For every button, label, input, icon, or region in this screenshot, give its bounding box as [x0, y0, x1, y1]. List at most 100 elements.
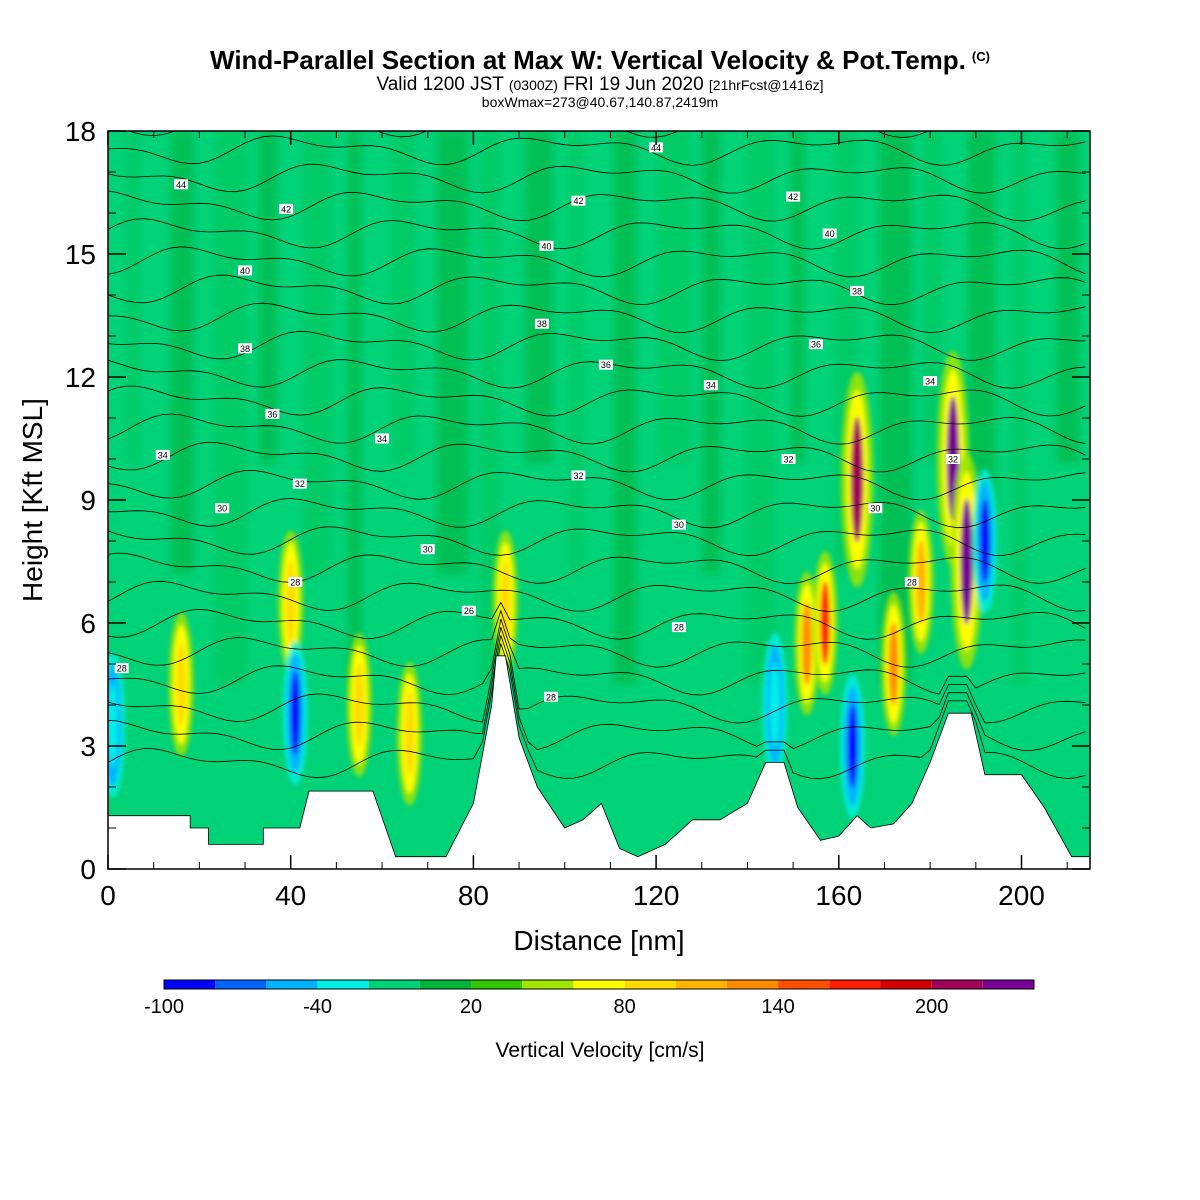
- theta-contour-line: [108, 246, 1086, 278]
- contour-label: 36: [265, 408, 280, 419]
- contour-label-text: 38: [240, 344, 250, 354]
- colorbar-swatch: [726, 980, 779, 989]
- contour-label-text: 44: [651, 143, 661, 153]
- velocity-streak: [879, 131, 912, 685]
- theta-contour-line: [108, 526, 1086, 557]
- x-tick-label: 40: [275, 880, 306, 911]
- contour-label: 34: [375, 433, 390, 444]
- contour-label-text: 40: [541, 241, 551, 251]
- contour-label-text: 38: [537, 319, 547, 329]
- velocity-streak: [657, 131, 690, 464]
- contour-label-box: [155, 449, 170, 460]
- velocity-streak: [1012, 131, 1027, 685]
- contour-label-box: [945, 454, 960, 464]
- contour-label-box: [850, 285, 865, 296]
- contour-label-text: 38: [852, 286, 862, 296]
- contour-label: 40: [822, 228, 837, 239]
- chart-title: Wind-Parallel Section at Max W: Vertical…: [210, 45, 990, 75]
- theta-contour-line: [108, 601, 1086, 640]
- velocity-core: [847, 704, 858, 788]
- y-tick-label: 0: [80, 854, 96, 885]
- contour-label-box: [539, 240, 554, 251]
- velocity-texture: [126, 131, 1080, 685]
- theta-contour-line: [108, 626, 1086, 724]
- contour-label-box: [279, 203, 294, 214]
- velocity-streak: [480, 131, 499, 685]
- contour-label-box: [215, 503, 230, 514]
- contour-label-text: 42: [281, 204, 291, 214]
- velocity-streak: [347, 131, 362, 685]
- contour-label: 34: [155, 449, 170, 460]
- contour-label-text: 30: [674, 520, 684, 530]
- theta-contour-line: [108, 580, 1086, 612]
- chart-subtitle: Valid 1200 JST (0300Z) FRI 19 Jun 2020 […: [376, 74, 824, 95]
- contour-label: 32: [292, 478, 307, 489]
- velocity-streak: [259, 131, 278, 464]
- colorbar-swatch: [880, 980, 932, 989]
- contour-label-box: [114, 663, 129, 674]
- contour-label-text: 36: [811, 340, 821, 350]
- colorbar-title: Vertical Velocity [cm/s]: [496, 1039, 705, 1062]
- contour-label-text: 44: [176, 180, 186, 190]
- theta-contour-line: [108, 441, 1086, 473]
- contour-label: 32: [781, 454, 796, 465]
- velocity-streak: [303, 131, 331, 574]
- y-tick-label: 12: [65, 362, 96, 393]
- boxmax-line: boxWmax=273@40.67,140.87,2419m: [481, 94, 719, 110]
- contour-label-text: 28: [117, 664, 127, 674]
- theta-contour-line: [108, 190, 1086, 222]
- velocity-core: [820, 581, 830, 665]
- colorbar-tick-label: -100: [144, 996, 184, 1018]
- colorbar-swatch: [778, 980, 830, 989]
- velocity-core: [850, 416, 864, 543]
- y-tick-label: 9: [80, 485, 96, 516]
- velocity-streak: [170, 131, 194, 574]
- colorbar-swatch: [624, 980, 676, 989]
- contour-label: 36: [808, 339, 823, 350]
- contour-label: 28: [288, 577, 303, 588]
- theta-contours: [108, 131, 1086, 780]
- contour-label-box: [288, 577, 303, 587]
- velocity-streak: [746, 131, 774, 685]
- contour-label-text: 36: [267, 409, 277, 419]
- contour-label: 42: [786, 191, 801, 202]
- velocity-streak: [613, 131, 637, 685]
- contour-label-text: 42: [788, 192, 798, 202]
- velocity-core: [916, 540, 926, 624]
- contour-label: 30: [868, 503, 883, 514]
- contour-labels: 28 34 44 30 40 38 36 42 28 32 34 30 26 28 38 40 42 32 36 44…: [114, 142, 960, 702]
- contour-label: 32: [945, 454, 960, 465]
- y-tick-label: 6: [80, 608, 96, 639]
- colorbar-swatch: [675, 980, 727, 989]
- theta-contour-line: [108, 385, 1086, 417]
- contour-label-box: [238, 265, 253, 276]
- colorbar-tick-label: 200: [915, 996, 948, 1018]
- colorbar-tick-label: -40: [303, 996, 332, 1018]
- contour-label-box: [923, 376, 938, 387]
- theta-contour-line: [108, 218, 1086, 250]
- velocity-streak: [392, 131, 415, 464]
- velocity-core: [176, 642, 186, 727]
- copyright-tag: (C): [971, 49, 990, 64]
- contour-label-text: 30: [217, 504, 227, 514]
- contour-label: 42: [571, 195, 586, 206]
- contour-label-box: [544, 691, 559, 702]
- contour-label-box: [781, 454, 796, 464]
- velocity-streak: [702, 131, 721, 574]
- contour-label: 40: [238, 265, 253, 276]
- contour-label-box: [703, 380, 718, 391]
- contour-label-text: 34: [925, 377, 935, 387]
- contour-label-text: 28: [674, 623, 684, 633]
- contour-label: 38: [238, 343, 253, 354]
- theta-contour-line: [108, 413, 1086, 445]
- colorbar-swatch: [317, 980, 369, 989]
- contour-label-text: 32: [948, 455, 958, 465]
- theta-contour-line: [108, 635, 1086, 752]
- contour-label: 28: [671, 622, 686, 633]
- theta-contour-line: [108, 274, 1086, 306]
- velocity-streak: [790, 131, 805, 464]
- title-block: Wind-Parallel Section at Max W: Vertical…: [0, 42, 1200, 109]
- velocity-core: [888, 622, 899, 706]
- theta-contour-line: [108, 359, 1086, 389]
